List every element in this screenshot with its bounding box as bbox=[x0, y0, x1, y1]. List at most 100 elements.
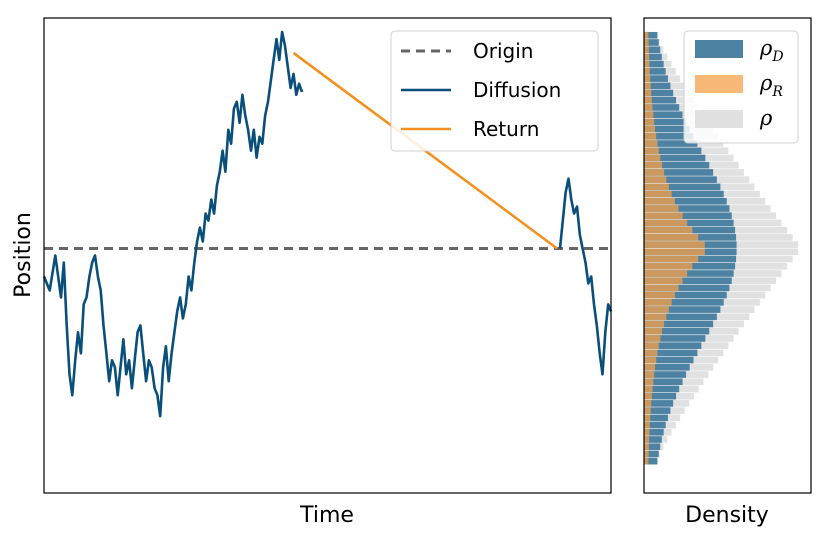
diffusion-legend-label: Diffusion bbox=[473, 78, 561, 102]
density-bar bbox=[644, 234, 699, 241]
density-bar bbox=[644, 46, 661, 54]
density-bar bbox=[644, 212, 683, 220]
density-bar bbox=[644, 400, 674, 407]
density-bar bbox=[644, 53, 650, 61]
density-bar bbox=[644, 219, 734, 227]
trajectory-panel: Time Position Origin Diffusion Return bbox=[11, 17, 613, 528]
density-bar bbox=[644, 284, 730, 292]
rho-d-legend-swatch bbox=[695, 40, 743, 58]
density-bar bbox=[644, 147, 659, 155]
density-bar bbox=[644, 154, 661, 162]
density-bar bbox=[644, 378, 683, 386]
density-bar bbox=[644, 104, 653, 111]
density-bar bbox=[644, 31, 658, 39]
density-bar bbox=[644, 349, 698, 357]
density-bar bbox=[644, 111, 683, 118]
density-bar bbox=[644, 327, 663, 335]
density-bar bbox=[644, 443, 661, 451]
density-bar bbox=[644, 89, 652, 97]
density-bar bbox=[644, 96, 652, 104]
density-bar bbox=[644, 414, 651, 422]
density-bar bbox=[644, 89, 674, 97]
density-bar bbox=[644, 421, 666, 429]
density-bar bbox=[644, 111, 654, 118]
density-bar bbox=[644, 270, 688, 277]
x-axis-label: Time bbox=[299, 503, 354, 528]
density-bar bbox=[644, 299, 672, 306]
density-bar bbox=[644, 53, 662, 61]
density-bar bbox=[644, 205, 730, 212]
density-bar bbox=[644, 385, 680, 393]
density-bar bbox=[644, 176, 717, 183]
density-bar bbox=[644, 161, 663, 169]
density-bar bbox=[644, 320, 714, 328]
density-bar bbox=[644, 457, 658, 465]
density-bar bbox=[644, 75, 668, 82]
density-bar bbox=[644, 212, 732, 220]
density-bar bbox=[644, 450, 659, 458]
density-bar bbox=[644, 68, 666, 75]
density-bar bbox=[644, 371, 687, 378]
density-bar bbox=[644, 313, 667, 321]
density-bar bbox=[644, 436, 650, 443]
density-bar bbox=[644, 169, 714, 176]
density-bar bbox=[644, 335, 706, 342]
density-bar bbox=[644, 392, 677, 400]
density-bar bbox=[644, 197, 675, 205]
density-bar bbox=[644, 241, 705, 248]
density-bar bbox=[644, 299, 724, 306]
density-bar bbox=[644, 147, 702, 155]
density-bar bbox=[644, 39, 659, 46]
trajectory-legend: Origin Diffusion Return bbox=[390, 30, 599, 152]
density-bar bbox=[644, 443, 649, 451]
density-bar bbox=[644, 313, 717, 321]
density-bar bbox=[644, 400, 652, 407]
density-bar bbox=[644, 277, 732, 285]
density-bar bbox=[644, 118, 687, 126]
density-bar bbox=[644, 378, 654, 386]
density-axes-frame bbox=[643, 17, 812, 494]
density-bar bbox=[644, 428, 664, 436]
density-bar bbox=[644, 327, 710, 335]
density-bar bbox=[644, 392, 652, 400]
origin-legend-label: Origin bbox=[473, 39, 533, 63]
density-bar bbox=[644, 364, 656, 371]
density-bar bbox=[644, 205, 679, 212]
density-bar bbox=[644, 306, 669, 313]
density-bar bbox=[644, 140, 658, 147]
density-bar bbox=[644, 262, 693, 270]
density-bar bbox=[644, 450, 649, 458]
density-bar bbox=[644, 82, 651, 90]
density-bar bbox=[644, 197, 727, 205]
density-bar bbox=[644, 385, 653, 393]
density-bar bbox=[644, 183, 669, 191]
density-bar bbox=[644, 68, 650, 75]
density-bar bbox=[644, 270, 734, 277]
density-bar bbox=[644, 82, 671, 90]
density-bar bbox=[644, 248, 705, 256]
rho-legend-swatch bbox=[695, 110, 743, 128]
density-bar bbox=[644, 75, 651, 82]
rho-legend-label: ρ bbox=[759, 106, 773, 130]
density-bar bbox=[644, 414, 668, 422]
density-bar bbox=[644, 364, 690, 371]
density-bar bbox=[644, 291, 675, 299]
density-bar bbox=[644, 356, 694, 364]
density-bar bbox=[644, 436, 662, 443]
density-bar bbox=[644, 219, 688, 227]
density-bar bbox=[644, 190, 672, 198]
density-bar bbox=[644, 421, 650, 429]
density-bar bbox=[644, 371, 655, 378]
density-bar bbox=[644, 226, 693, 234]
density-bar bbox=[644, 183, 721, 191]
density-bar bbox=[644, 176, 667, 183]
y-axis-label: Position bbox=[11, 212, 36, 298]
density-bar bbox=[644, 306, 721, 313]
return-legend-label: Return bbox=[473, 117, 539, 141]
density-bar bbox=[644, 291, 727, 299]
rho-r-legend-swatch bbox=[695, 75, 743, 93]
density-bar bbox=[644, 31, 649, 39]
density-bar bbox=[644, 428, 650, 436]
